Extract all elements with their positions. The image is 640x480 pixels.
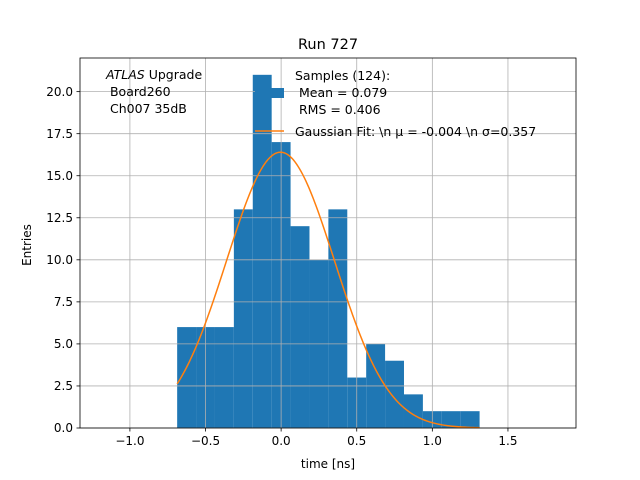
axis-ticks: −1.0 −0.5 0.0 0.5 1.0 1.5 0.0 2.5 5.0 7.5 10.0 12.5… bbox=[46, 85, 517, 448]
x-tick-label: 1.5 bbox=[498, 434, 517, 448]
histogram-bar bbox=[177, 327, 197, 428]
annotation-upgrade: Upgrade bbox=[145, 67, 203, 82]
y-tick-label: 15.0 bbox=[46, 169, 73, 183]
chart-title: Run 727 bbox=[298, 37, 358, 53]
histogram-bar bbox=[441, 411, 461, 428]
y-axis-label: Entries bbox=[20, 224, 34, 266]
x-tick-label: 0.0 bbox=[272, 434, 291, 448]
gaussian-fit-curve bbox=[176, 151, 480, 429]
x-tick-label: −1.0 bbox=[115, 434, 144, 448]
histogram-bar bbox=[385, 360, 404, 428]
histogram-bar bbox=[328, 209, 348, 428]
annotation-atlas: ATLAS bbox=[105, 67, 145, 82]
annotation-line-3: Ch007 35dB bbox=[106, 101, 187, 116]
y-tick-label: 10.0 bbox=[46, 253, 73, 267]
legend-fit-label: Gaussian Fit: \n μ = -0.004 \n σ=0.357 bbox=[295, 124, 536, 139]
legend-samples-swatch bbox=[255, 88, 284, 98]
x-axis-label: time [ns] bbox=[301, 457, 355, 471]
y-tick-label: 2.5 bbox=[54, 379, 73, 393]
legend-samples-line-3: RMS = 0.406 bbox=[295, 102, 381, 117]
annotation-line-2: Board260 bbox=[106, 84, 171, 99]
legend: Samples (124): Mean = 0.079 RMS = 0.406 … bbox=[255, 68, 536, 139]
x-tick-label: −0.5 bbox=[191, 434, 220, 448]
y-tick-label: 20.0 bbox=[46, 85, 73, 99]
histogram-bar bbox=[290, 226, 310, 428]
y-tick-label: 5.0 bbox=[54, 337, 73, 351]
y-tick-label: 17.5 bbox=[46, 127, 73, 141]
x-tick-label: 0.5 bbox=[347, 434, 366, 448]
histogram-bar bbox=[403, 394, 423, 428]
y-tick-label: 7.5 bbox=[54, 295, 73, 309]
axes-frame bbox=[79, 57, 577, 429]
y-tick-label: 0.0 bbox=[54, 421, 73, 435]
atlas-annotation: ATLAS Upgrade Board260 Ch007 35dB bbox=[105, 67, 202, 116]
histogram-bar bbox=[252, 74, 272, 429]
legend-samples-line-2: Mean = 0.079 bbox=[295, 85, 387, 100]
histogram-bars bbox=[177, 74, 480, 429]
histogram-bar bbox=[214, 327, 234, 428]
x-tick-label: 1.0 bbox=[423, 434, 442, 448]
legend-samples-line-1: Samples (124): bbox=[295, 68, 390, 83]
histogram-bar bbox=[460, 411, 480, 428]
y-tick-label: 12.5 bbox=[46, 211, 73, 225]
histogram-bar bbox=[233, 209, 253, 428]
annotation-line-1: ATLAS Upgrade bbox=[105, 67, 202, 82]
